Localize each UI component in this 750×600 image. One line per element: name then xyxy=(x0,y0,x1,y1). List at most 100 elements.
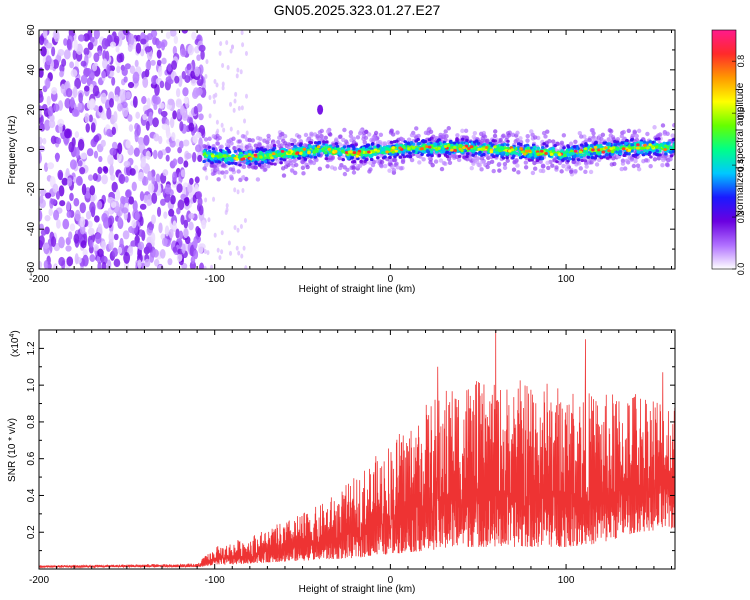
band-core xyxy=(478,150,482,154)
band-haze xyxy=(315,134,320,139)
noise-blob xyxy=(40,46,47,57)
band-core xyxy=(313,155,318,159)
noise-blob xyxy=(108,215,115,225)
noise-fringe xyxy=(203,249,207,255)
noise-blob xyxy=(113,110,118,123)
noise-blob xyxy=(144,258,151,268)
band-core xyxy=(317,141,322,145)
band-core xyxy=(346,147,351,151)
band-core xyxy=(555,160,559,164)
noise-blob xyxy=(181,70,186,80)
noise-blob xyxy=(48,208,53,216)
band-core xyxy=(206,151,211,155)
band-core xyxy=(433,142,438,146)
noise-blob xyxy=(101,70,107,79)
band-core xyxy=(665,145,670,149)
band-core xyxy=(401,144,406,148)
band-core xyxy=(465,138,469,142)
noise-blob xyxy=(176,183,183,193)
noise-blob xyxy=(177,156,184,165)
band-haze xyxy=(250,138,255,143)
noise-fringe xyxy=(205,175,209,181)
noise-blob xyxy=(166,131,171,139)
band-haze xyxy=(211,134,216,139)
noise-blob xyxy=(135,34,142,42)
band-haze xyxy=(502,161,508,167)
noise-blob xyxy=(80,74,88,85)
band-core xyxy=(640,146,644,150)
band-hotspot xyxy=(524,149,529,153)
band-core xyxy=(584,143,589,147)
band-haze xyxy=(582,134,587,139)
band-haze xyxy=(482,134,488,139)
band-haze xyxy=(428,160,433,165)
noise-fringe xyxy=(208,113,212,119)
noise-blob xyxy=(186,63,192,71)
band-core xyxy=(429,150,434,154)
noise-blob xyxy=(39,35,45,46)
noise-blob xyxy=(89,185,96,196)
noise-fringe xyxy=(213,79,217,85)
noise-blob xyxy=(142,176,149,186)
noise-blob xyxy=(182,87,189,97)
snr-scale-text: (x104) xyxy=(9,330,21,357)
band-haze xyxy=(530,170,536,176)
band-haze xyxy=(561,133,567,138)
band-core xyxy=(605,142,610,147)
band-core xyxy=(354,143,358,147)
band-haze xyxy=(372,159,377,165)
noise-blob xyxy=(172,110,177,120)
band-haze xyxy=(307,158,313,164)
x-tick-label: -200 xyxy=(29,575,49,586)
band-core xyxy=(308,140,312,144)
y-tick-label: 0.4 xyxy=(26,488,37,502)
noise-blob xyxy=(139,203,147,210)
noise-fringe xyxy=(216,247,220,253)
band-haze xyxy=(516,170,521,175)
noise-fringe xyxy=(203,265,207,269)
band-core xyxy=(540,157,545,161)
band-core xyxy=(231,153,235,158)
noise-fringe xyxy=(241,42,245,48)
noise-blob xyxy=(160,198,166,206)
band-core xyxy=(258,152,263,156)
band-core xyxy=(297,147,301,151)
noise-blob xyxy=(128,196,135,205)
band-core xyxy=(575,154,580,158)
noise-blob xyxy=(74,209,81,222)
band-core xyxy=(655,153,660,157)
band-haze xyxy=(583,169,588,175)
band-haze xyxy=(325,164,330,169)
noise-blob xyxy=(39,209,43,222)
band-haze xyxy=(251,165,256,170)
noise-blob xyxy=(82,248,88,257)
spectrogram-x-label: Height of straight line (km) xyxy=(299,284,416,295)
noise-blob xyxy=(51,87,58,95)
noise-blob xyxy=(152,117,159,128)
band-core xyxy=(499,145,504,150)
noise-fringe xyxy=(240,105,244,111)
band-hotspot xyxy=(601,150,606,154)
band-core xyxy=(437,153,442,158)
band-haze xyxy=(253,143,259,148)
snr-scale-base: (x10 xyxy=(10,337,21,357)
band-haze xyxy=(284,160,289,165)
band-hotspot xyxy=(349,150,353,154)
noise-blob xyxy=(162,169,169,177)
noise-blob xyxy=(164,191,171,203)
band-haze xyxy=(328,132,333,137)
noise-blob xyxy=(181,243,186,254)
band-core xyxy=(338,152,342,156)
band-haze xyxy=(492,133,498,139)
band-core xyxy=(434,150,439,154)
noise-blob xyxy=(79,202,87,214)
band-core xyxy=(482,152,486,157)
noise-fringe xyxy=(237,250,241,256)
noise-fringe xyxy=(245,130,249,136)
band-core xyxy=(240,153,244,157)
band-core xyxy=(426,142,431,146)
x-tick-label: 100 xyxy=(558,575,575,586)
band-haze xyxy=(607,128,613,133)
band-core xyxy=(387,147,391,152)
band-hotspot xyxy=(298,151,303,155)
